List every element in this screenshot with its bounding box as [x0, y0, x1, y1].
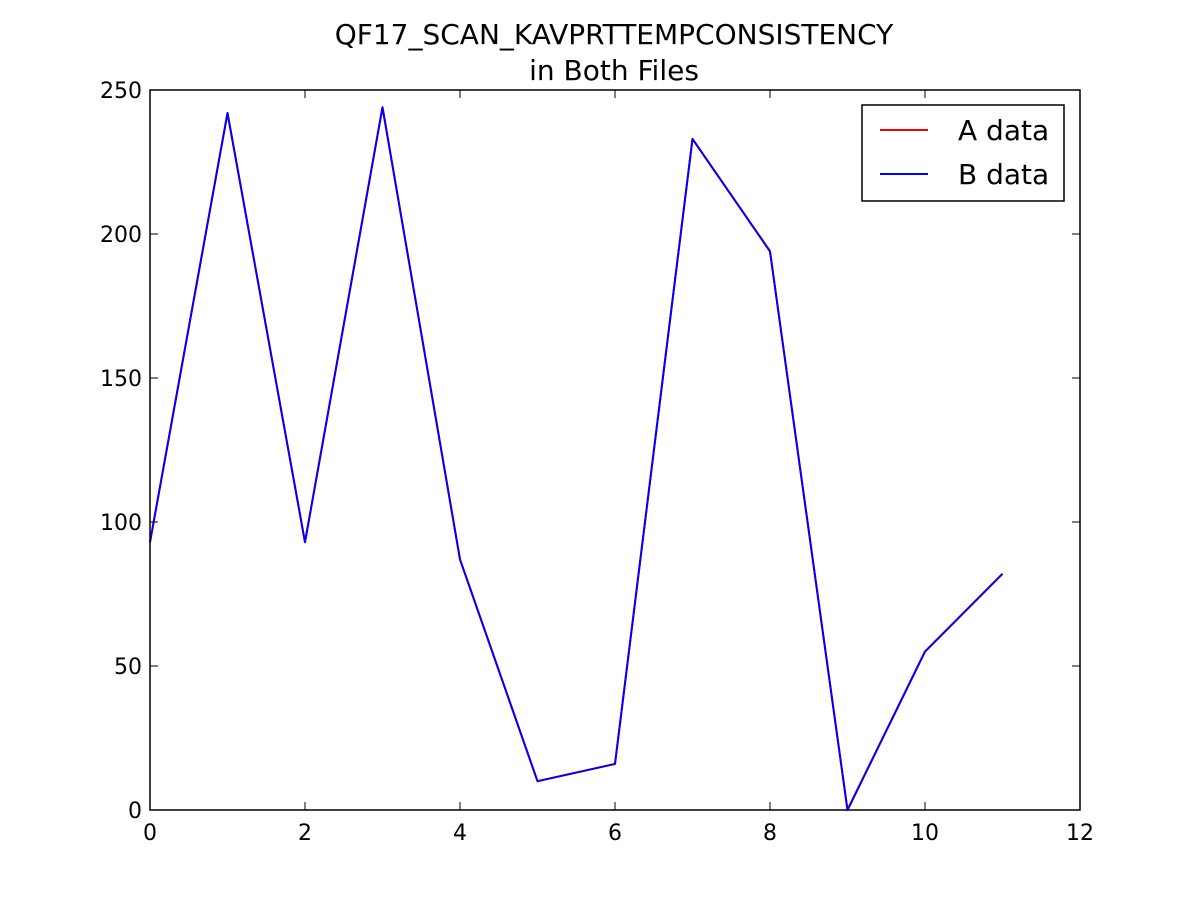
x-tick-label: 0: [143, 821, 157, 846]
legend-label-a-data: A data: [958, 114, 1049, 147]
x-tick-label: 6: [608, 821, 622, 846]
y-tick-label: 0: [128, 799, 142, 824]
legend: A data B data: [861, 104, 1065, 202]
chart-subtitle: in Both Files: [529, 54, 699, 87]
y-tick-label: 150: [100, 367, 142, 392]
y-tick-label: 200: [100, 223, 142, 248]
x-tick-label: 8: [763, 821, 777, 846]
x-tick-label: 12: [1066, 821, 1094, 846]
x-tick-label: 10: [911, 821, 939, 846]
y-tick-label: 50: [114, 655, 142, 680]
legend-box: [861, 104, 1065, 202]
ticks-layer: 0 2 4 6 8 10 12 0 50 100 150 200 250: [100, 79, 1094, 846]
y-tick-label: 250: [100, 79, 142, 104]
chart-title: QF17_SCAN_KAVPRTTEMPCONSISTENCY: [335, 18, 894, 51]
y-tick-label: 100: [100, 511, 142, 536]
x-tick-label: 2: [298, 821, 312, 846]
x-tick-label: 4: [453, 821, 467, 846]
series-line-b-data: [149, 106, 1004, 811]
legend-label-b-data: B data: [958, 158, 1049, 191]
series-layer: [149, 106, 1004, 811]
